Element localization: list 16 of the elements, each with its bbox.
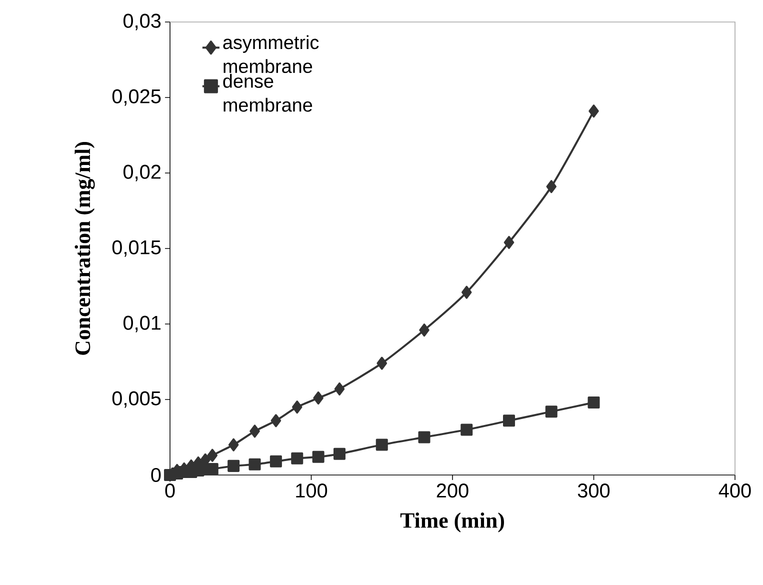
x-tick-label: 0	[165, 484, 175, 498]
y-axis-title: Concentration (mg/ml)	[74, 142, 95, 355]
y-tick-label: 0,005	[112, 391, 161, 408]
y-tick-label: 0,01	[123, 316, 161, 332]
x-tick-label: 200	[436, 484, 468, 498]
y-tick-label: 0	[151, 468, 161, 482]
legend-label: asymmetric membrane	[223, 35, 319, 74]
y-tick-label: 0,015	[112, 240, 161, 257]
x-tick-label: 300	[578, 484, 610, 498]
y-tick-label: 0,03	[123, 14, 161, 30]
x-tick-label: 100	[296, 484, 328, 498]
x-tick-label: 400	[718, 484, 751, 498]
y-tick-label: 0,025	[112, 89, 161, 106]
y-tick-label: 0,02	[123, 164, 160, 182]
x-axis-title: Time (min)	[400, 512, 504, 532]
legend-label: dense membrane	[223, 74, 312, 112]
